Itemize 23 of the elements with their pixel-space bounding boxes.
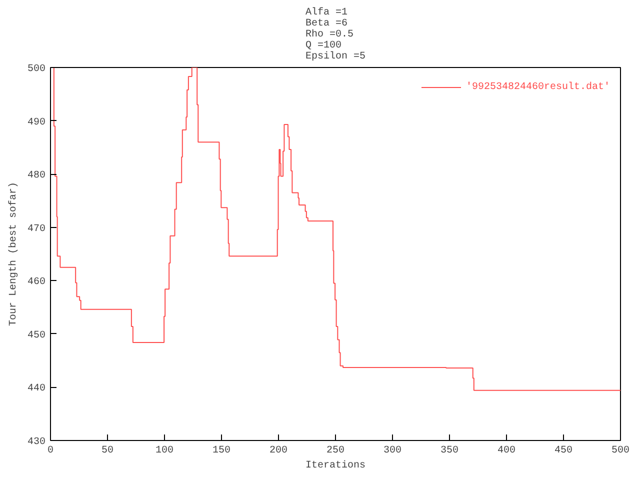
y-tick-label: 460 — [27, 277, 46, 288]
y-tick-label: 440 — [27, 384, 46, 395]
x-tick-label: 0 — [48, 446, 54, 456]
x-tick-label: 250 — [326, 446, 345, 456]
chart-title: Alfa =1 Beta =6 Rho =0.5 Q =100 Epsilon =5 — [305, 6, 366, 62]
x-tick-label: 350 — [440, 446, 459, 456]
x-tick-label: 50 — [102, 446, 114, 456]
y-tick-label: 500 — [27, 64, 46, 75]
x-tick-label: 450 — [554, 446, 573, 456]
y-tick-label: 480 — [27, 170, 46, 182]
y-axis-title: Tour Length (best sofar) — [7, 182, 20, 326]
x-tick-label: 200 — [270, 446, 288, 456]
x-axis-title: Iterations — [305, 460, 366, 472]
y-tick-label: 450 — [27, 330, 46, 342]
x-tick-label: 150 — [212, 446, 231, 456]
y-tick-label: 490 — [27, 117, 46, 128]
y-tick-label: 470 — [27, 224, 46, 235]
legend-label: '992534824460result.dat' — [466, 82, 610, 92]
x-tick-label: 500 — [612, 446, 630, 456]
x-tick-label: 100 — [156, 446, 174, 456]
x-tick-label: 400 — [498, 446, 516, 456]
y-tick-label: 430 — [27, 437, 46, 448]
x-tick-label: 300 — [384, 446, 402, 456]
